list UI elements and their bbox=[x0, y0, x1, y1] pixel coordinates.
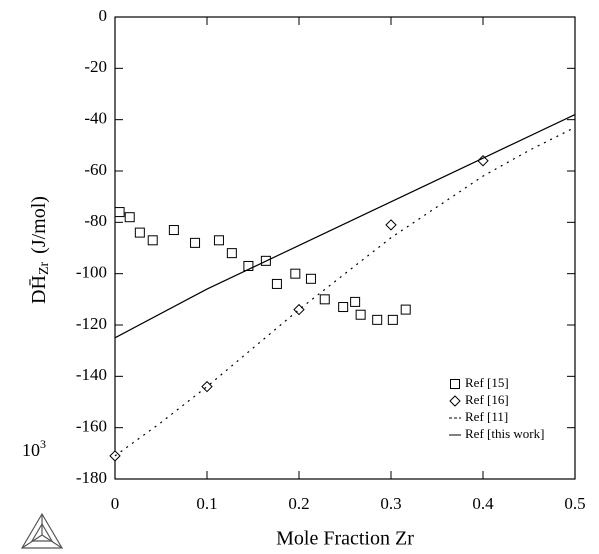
x-tick-label: 0 bbox=[111, 494, 120, 513]
y-tick-label: -100 bbox=[76, 263, 107, 282]
square-marker bbox=[271, 278, 282, 289]
square-marker bbox=[355, 309, 366, 320]
y-tick-label: -160 bbox=[76, 417, 107, 436]
y-tick-label: -40 bbox=[84, 109, 107, 128]
square-marker bbox=[134, 227, 145, 238]
legend-label: Ref [15] bbox=[465, 375, 509, 390]
plot-frame bbox=[114, 16, 576, 480]
series-line bbox=[114, 113, 576, 339]
square-marker bbox=[319, 294, 330, 305]
square-marker bbox=[338, 302, 349, 313]
y-label-main: DH̄ bbox=[28, 275, 50, 304]
axis-multiplier: 103 bbox=[22, 437, 46, 460]
x-tick-label: 0.4 bbox=[472, 494, 494, 513]
square-marker bbox=[350, 296, 361, 307]
y-tick-label: -20 bbox=[84, 57, 107, 76]
diamond-marker bbox=[293, 303, 305, 316]
diamond-marker bbox=[449, 395, 461, 407]
x-tick-label: 0.3 bbox=[380, 494, 401, 513]
y-tick-label: -80 bbox=[84, 211, 107, 230]
diamond-marker bbox=[477, 155, 489, 167]
diamond-marker bbox=[201, 380, 213, 393]
y-tick-label: -60 bbox=[84, 160, 107, 179]
y-tick-label: -140 bbox=[76, 365, 107, 384]
y-tick-label: -120 bbox=[76, 314, 107, 333]
square-marker bbox=[124, 212, 135, 223]
y-label-unit: (J/mol) bbox=[28, 196, 50, 254]
square-marker bbox=[450, 379, 460, 389]
x-tick-label: 0.5 bbox=[564, 494, 585, 513]
y-axis-label: DH̄Zr (J/mol) bbox=[28, 196, 53, 304]
square-marker bbox=[114, 207, 125, 218]
diamond-marker bbox=[385, 219, 397, 231]
x-tick-label: 0.1 bbox=[196, 494, 217, 513]
square-marker bbox=[305, 273, 316, 284]
multiplier-exponent: 3 bbox=[40, 437, 46, 451]
logo bbox=[20, 512, 64, 549]
x-axis-label: Mole Fraction Zr bbox=[276, 528, 414, 550]
square-marker bbox=[213, 235, 224, 246]
square-marker bbox=[290, 268, 301, 279]
y-label-sub: Zr bbox=[37, 262, 52, 276]
legend-label: Ref [16] bbox=[465, 392, 509, 407]
x-tick-label: 0.2 bbox=[288, 494, 309, 513]
square-marker bbox=[190, 237, 201, 248]
multiplier-base: 10 bbox=[22, 440, 40, 460]
legend-label: Ref [this work] bbox=[465, 426, 544, 441]
legend-label: Ref [11] bbox=[465, 409, 508, 424]
square-marker bbox=[400, 304, 411, 315]
square-marker bbox=[226, 248, 237, 259]
y-tick-label: -180 bbox=[76, 468, 107, 487]
square-marker bbox=[243, 260, 254, 271]
square-marker bbox=[147, 235, 158, 246]
square-marker bbox=[387, 314, 398, 325]
y-tick-label: 0 bbox=[99, 6, 108, 25]
square-marker bbox=[168, 225, 179, 236]
square-marker bbox=[372, 314, 383, 325]
